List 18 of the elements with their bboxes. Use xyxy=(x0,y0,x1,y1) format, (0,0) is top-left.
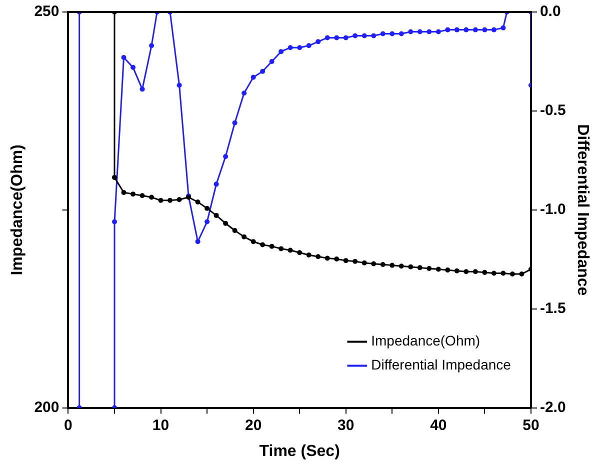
legend-label: Differential Impedance xyxy=(371,356,512,373)
y2-tick-label: -2.0 xyxy=(540,398,566,416)
y-axis-title: Impedance(Ohm) xyxy=(9,144,26,276)
y2-tick-label: 0.0 xyxy=(540,3,561,20)
x-tick-label: 0 xyxy=(64,416,72,434)
y2-axis-title: Differential Impedance xyxy=(574,124,591,296)
legend-label: Impedance(Ohm) xyxy=(371,332,480,349)
y2-tick-label: -1.5 xyxy=(540,300,566,317)
x-tick-label: 10 xyxy=(152,416,170,434)
y2-tick-label: -0.5 xyxy=(540,102,566,120)
y-tick-label: 200 xyxy=(34,398,60,416)
x-tick-label: 50 xyxy=(522,416,540,434)
y-tick-label: 250 xyxy=(34,3,60,20)
x-tick-label: 30 xyxy=(338,416,354,434)
x-tick-label: 20 xyxy=(244,416,262,434)
y2-tick-label: -1.0 xyxy=(540,201,566,218)
x-axis-title: Time (Sec) xyxy=(259,442,340,460)
x-tick-label: 40 xyxy=(430,416,447,434)
